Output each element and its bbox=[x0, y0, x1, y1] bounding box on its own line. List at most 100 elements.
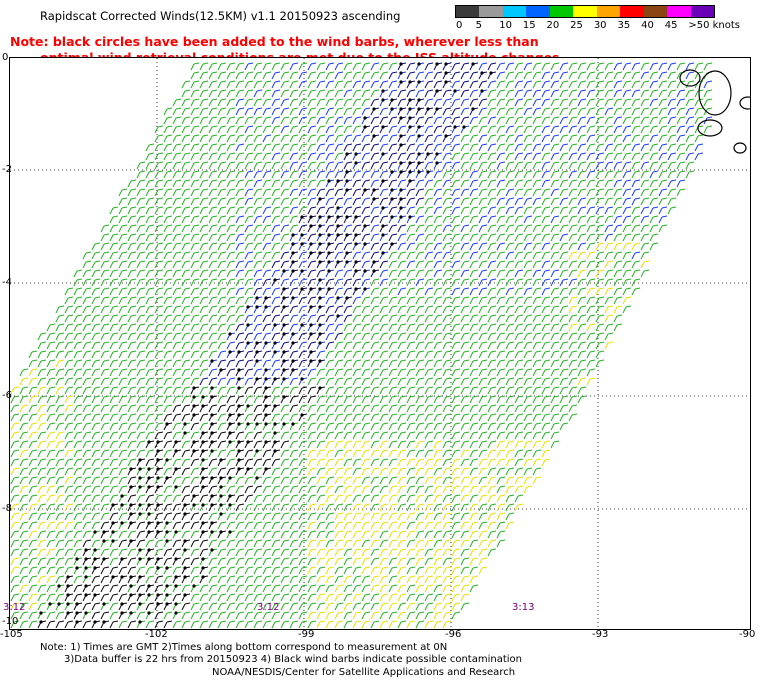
wind-barb bbox=[127, 215, 137, 224]
wind-barb bbox=[640, 134, 650, 143]
contamination-circle bbox=[165, 476, 169, 480]
wind-barb bbox=[568, 287, 578, 296]
wind-barb bbox=[586, 71, 596, 80]
wind-barb bbox=[658, 116, 668, 125]
wind-barb bbox=[253, 170, 263, 179]
wind-barb bbox=[577, 323, 587, 332]
wind-barb bbox=[433, 305, 443, 314]
wind-barb bbox=[559, 368, 569, 377]
wind-barb bbox=[595, 323, 605, 332]
wind-barb bbox=[280, 62, 290, 71]
wind-barb bbox=[541, 269, 551, 278]
wind-barb bbox=[307, 89, 317, 98]
wind-barb bbox=[334, 269, 344, 278]
wind-barb bbox=[703, 98, 713, 107]
wind-barb bbox=[676, 89, 686, 98]
contamination-circle bbox=[93, 566, 97, 570]
wind-barb bbox=[541, 341, 551, 350]
wind-barb bbox=[568, 404, 578, 413]
wind-barb bbox=[253, 521, 263, 530]
wind-barb bbox=[91, 512, 101, 521]
wind-barb bbox=[406, 620, 416, 629]
wind-barb bbox=[514, 80, 524, 89]
wind-barb bbox=[208, 71, 218, 80]
wind-barb bbox=[604, 98, 614, 107]
wind-barb bbox=[604, 170, 614, 179]
wind-barb bbox=[298, 359, 308, 368]
contamination-circle bbox=[273, 431, 277, 435]
wind-barb bbox=[370, 296, 380, 305]
legend-swatch-1 bbox=[479, 6, 503, 17]
contamination-circle bbox=[309, 224, 313, 228]
wind-barb bbox=[181, 359, 191, 368]
wind-barb bbox=[487, 413, 497, 422]
wind-barb bbox=[262, 80, 272, 89]
wind-barb bbox=[154, 170, 164, 179]
wind-barb bbox=[136, 323, 146, 332]
wind-barb bbox=[613, 71, 623, 80]
wind-barb bbox=[676, 170, 686, 179]
contamination-circle bbox=[399, 71, 403, 75]
wind-barb bbox=[442, 224, 452, 233]
wind-barb bbox=[28, 386, 38, 395]
wind-barb bbox=[523, 80, 533, 89]
wind-barb bbox=[667, 98, 677, 107]
wind-barb bbox=[505, 89, 515, 98]
wind-barb bbox=[424, 350, 434, 359]
wind-barb bbox=[217, 143, 227, 152]
wind-barb bbox=[145, 278, 155, 287]
wind-barb bbox=[523, 404, 533, 413]
wind-barb bbox=[523, 224, 533, 233]
wind-barb bbox=[82, 530, 92, 539]
wind-barb bbox=[190, 242, 200, 251]
wind-barb bbox=[28, 593, 38, 602]
wind-barb bbox=[370, 512, 380, 521]
wind-barb bbox=[433, 206, 443, 215]
wind-barb bbox=[469, 512, 479, 521]
wind-barb bbox=[55, 323, 65, 332]
wind-barb bbox=[505, 71, 515, 80]
wind-barb bbox=[424, 557, 434, 566]
contamination-circle bbox=[210, 422, 214, 426]
wind-barb bbox=[640, 125, 650, 134]
wind-barb bbox=[487, 341, 497, 350]
wind-barb bbox=[136, 530, 146, 539]
wind-barb bbox=[253, 251, 263, 260]
wind-barb bbox=[460, 458, 470, 467]
wind-barb bbox=[415, 593, 425, 602]
wind-barb bbox=[190, 233, 200, 242]
contamination-circle bbox=[318, 224, 322, 228]
wind-barb bbox=[397, 566, 407, 575]
wind-barb bbox=[262, 134, 272, 143]
contamination-circle bbox=[381, 224, 385, 228]
wind-barb bbox=[568, 377, 578, 386]
wind-barb bbox=[550, 206, 560, 215]
wind-barb bbox=[253, 161, 263, 170]
wind-barb bbox=[190, 116, 200, 125]
wind-barb bbox=[559, 332, 569, 341]
wind-barb bbox=[343, 611, 353, 620]
wind-barb bbox=[388, 422, 398, 431]
wind-barb bbox=[181, 242, 191, 251]
wind-barb bbox=[235, 530, 245, 539]
wind-barb bbox=[325, 305, 335, 314]
wind-barb bbox=[460, 431, 470, 440]
wind-barb bbox=[406, 584, 416, 593]
wind-barb bbox=[487, 197, 497, 206]
wind-barb bbox=[334, 287, 344, 296]
wind-barb bbox=[388, 251, 398, 260]
wind-barb bbox=[532, 116, 542, 125]
wind-barb bbox=[163, 413, 173, 422]
wind-barb bbox=[388, 350, 398, 359]
wind-barb bbox=[190, 350, 200, 359]
wind-barb bbox=[289, 170, 299, 179]
wind-barb bbox=[451, 242, 461, 251]
wind-barb bbox=[217, 341, 227, 350]
wind-barb bbox=[388, 539, 398, 548]
contamination-circle bbox=[219, 476, 223, 480]
wind-barb bbox=[100, 575, 110, 584]
wind-barb bbox=[559, 80, 569, 89]
wind-barb bbox=[55, 548, 65, 557]
wind-barb bbox=[109, 224, 119, 233]
wind-barb bbox=[505, 305, 515, 314]
